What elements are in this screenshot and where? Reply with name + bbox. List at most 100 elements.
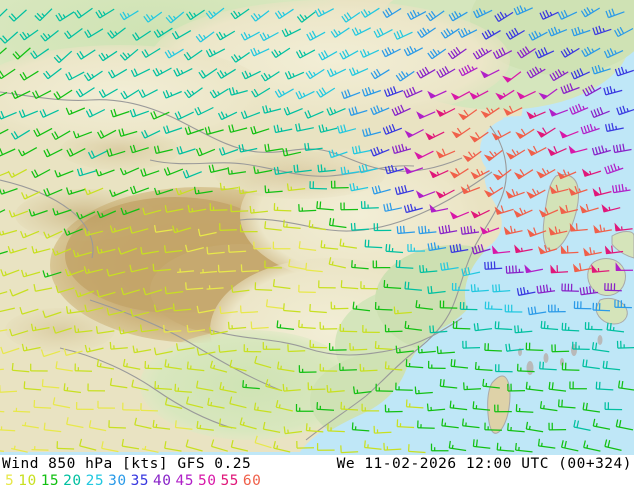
wind-barb — [349, 182, 369, 192]
wind-barb — [195, 147, 216, 157]
wind-barb — [53, 89, 73, 100]
wind-barb — [527, 306, 547, 316]
wind-barb — [287, 344, 306, 353]
wind-barb — [33, 127, 53, 137]
wind-speed-legend[interactable]: 5 10 15 20 25 30 35 40 45 50 55 60 — [5, 473, 265, 490]
wind-barb — [164, 286, 184, 295]
wind-barb — [538, 207, 559, 218]
wind-barb — [505, 265, 524, 274]
wind-barb — [282, 148, 302, 157]
wind-barb — [503, 105, 523, 116]
wind-barb — [349, 342, 368, 351]
wind-barb — [348, 106, 368, 116]
wind-barb — [417, 345, 436, 354]
wind-barb — [296, 11, 316, 23]
wind-barb — [74, 363, 93, 372]
wind-barb — [153, 304, 173, 313]
wind-barb — [396, 419, 415, 429]
wind-barb — [352, 386, 372, 395]
wind-barb — [336, 124, 357, 134]
wind-barb — [163, 125, 183, 134]
wind-barb — [429, 204, 449, 213]
wind-barb — [109, 189, 129, 198]
wind-barb — [195, 380, 214, 392]
wind-barb — [516, 46, 536, 59]
wind-barb — [483, 149, 503, 162]
wind-barb — [614, 222, 633, 232]
wind-barb — [592, 302, 611, 312]
wind-barb — [141, 47, 161, 58]
wind-barb — [85, 108, 106, 118]
wind-barb — [526, 188, 546, 199]
wind-barb — [604, 163, 624, 175]
wind-barb — [604, 283, 622, 292]
wind-barb — [23, 381, 42, 391]
wind-barb — [0, 368, 4, 371]
wind-barb — [548, 381, 567, 392]
wind-barb — [43, 148, 63, 158]
wind-barb — [351, 260, 369, 270]
wind-barb — [373, 425, 392, 434]
wind-barb — [309, 181, 328, 190]
wind-barb — [96, 210, 117, 219]
wind-barb — [55, 11, 75, 22]
wind-barb — [143, 11, 163, 23]
east-china-sea — [300, 200, 634, 455]
river-yellow — [239, 171, 493, 232]
wind-barb — [281, 28, 301, 38]
southwest-china — [140, 330, 360, 440]
wind-barb — [448, 440, 467, 452]
wind-barb — [250, 10, 270, 22]
coastline-south — [305, 395, 367, 441]
wind-barb — [129, 264, 149, 273]
wind-barb — [547, 145, 567, 156]
wind-barb — [0, 307, 15, 313]
wind-barb — [230, 51, 250, 63]
wind-barb — [8, 9, 27, 22]
wind-barb — [21, 343, 41, 352]
wind-barb — [253, 166, 273, 175]
wind-barb — [64, 268, 85, 277]
wind-barb — [298, 241, 317, 252]
wind-barb — [52, 326, 72, 334]
wind-barb — [425, 131, 445, 141]
wind-barb — [374, 301, 393, 311]
wind-barb — [560, 440, 579, 452]
wind-barb — [561, 283, 579, 292]
wind-barb — [87, 383, 106, 392]
wind-barb — [362, 324, 380, 334]
wind-barb — [43, 187, 63, 197]
wind-barb — [63, 348, 83, 357]
wind-barb — [231, 285, 250, 293]
wind-barb — [583, 247, 602, 257]
wind-barb — [374, 341, 393, 351]
wind-barb — [370, 105, 390, 116]
wind-barb — [384, 164, 404, 175]
wind-barb — [73, 7, 93, 19]
wind-barb — [340, 166, 360, 175]
map-canvas[interactable] — [0, 0, 634, 455]
wind-barb — [373, 223, 392, 232]
wind-barb-field — [0, 5, 634, 454]
wind-barb — [75, 401, 94, 411]
wind-barb — [164, 205, 184, 213]
wind-barb — [150, 110, 170, 120]
wind-barb — [65, 107, 86, 116]
wind-barb — [264, 185, 283, 194]
wind-barb — [309, 304, 327, 314]
wind-barb — [414, 386, 433, 395]
wind-barb — [175, 343, 195, 352]
wind-barb — [31, 168, 51, 179]
wind-barb — [43, 422, 62, 433]
wind-barb — [18, 109, 39, 119]
wind-barb — [339, 363, 357, 372]
wind-barb — [359, 363, 378, 372]
wind-barb — [185, 439, 203, 452]
wind-barb — [306, 30, 326, 41]
wind-barb — [0, 147, 16, 157]
wind-barb — [415, 190, 436, 199]
wind-barb — [320, 240, 339, 250]
wind-barb — [0, 31, 19, 44]
wind-barb — [120, 89, 140, 100]
wind-barb — [492, 284, 511, 293]
